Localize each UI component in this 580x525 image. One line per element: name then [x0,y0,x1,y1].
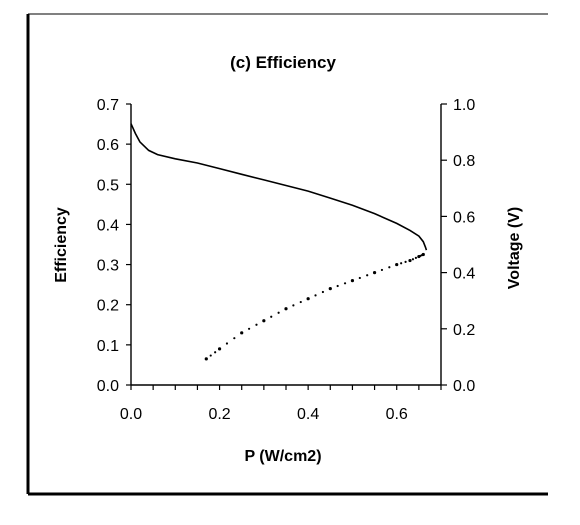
y-tick-label: 0.6 [97,137,119,154]
efficiency-dot [411,258,415,261]
chart-title: (c) Efficiency [230,53,336,72]
x-tick-label: 0.4 [297,406,319,423]
efficiency-dot [343,282,347,285]
y-tick-label: 0.7 [97,97,119,114]
y-tick-label: 0.4 [97,217,119,234]
axes-layer: 0.0 0.1 0.2 0.3 0.4 0.5 0.6 0.7 0.0 0.2 0.4 0.6 0.8 1… [97,97,476,423]
y2-tick-label: 0.2 [453,322,475,339]
efficiency-dot [299,300,302,304]
efficiency-dot [277,311,280,314]
x-tick-label: 0.2 [208,406,230,423]
x-axis-title: P (W/cm2) [244,448,321,465]
efficiency-point [262,319,266,323]
efficiency-dot [225,342,229,345]
y2-tick-label: 0.8 [453,153,475,170]
efficiency-point [284,307,288,311]
x-tick-label: 0.0 [120,406,142,423]
y2-tick-label: 0.6 [453,209,475,226]
x-tick-label: 0.6 [386,406,408,423]
y-tick-label: 0.2 [97,298,119,315]
efficiency-dot [255,323,258,326]
efficiency-dot [247,327,251,330]
efficiency-dot [233,337,236,340]
efficiency-dot [404,260,407,263]
efficiency-dot [420,254,423,257]
efficiency-point [204,357,208,361]
efficiency-dot [209,354,212,357]
y-tick-label: 0.0 [97,378,119,395]
efficiency-point [408,258,412,263]
y2-tick-label: 0.0 [453,378,475,395]
series-layer [130,123,428,361]
y-tick-label: 0.5 [97,177,119,194]
y-tick-label: 0.1 [97,338,119,355]
efficiency-dot [366,274,369,277]
y-axis-title: Efficiency [53,207,70,283]
voltage-line [130,123,428,251]
y2-tick-label: 0.4 [453,266,475,283]
efficiency-point [395,262,399,267]
efficiency-dot [336,284,339,288]
efficiency-dot [388,266,391,269]
efficiency-dot [292,304,295,307]
efficiency-point [217,347,222,351]
y2-tick-label: 1.0 [453,97,475,114]
efficiency-dot [380,268,384,272]
efficiency-dot [414,256,418,259]
y2-axis-title: Voltage (V) [506,207,523,289]
efficiency-dot [214,351,217,354]
efficiency-dot [314,294,317,297]
efficiency-point [328,287,332,291]
efficiency-point [306,297,310,301]
efficiency-dot [400,262,403,265]
efficiency-point [240,331,244,335]
efficiency-point [350,279,355,283]
efficiency-dot [358,276,361,280]
y-tick-label: 0.3 [97,258,119,275]
efficiency-dot [270,315,273,318]
efficiency-dot [321,290,325,294]
efficiency-point [372,271,377,275]
